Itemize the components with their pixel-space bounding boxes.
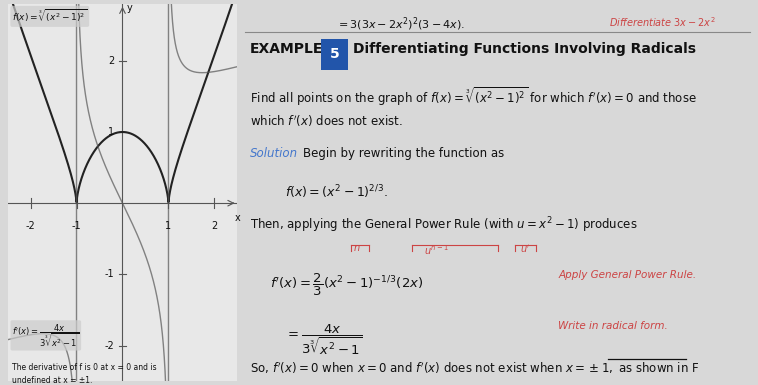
Text: -1: -1 [72, 221, 81, 231]
Text: which $f'(x)$ does not exist.: which $f'(x)$ does not exist. [250, 113, 402, 129]
Text: 2: 2 [108, 56, 114, 66]
Text: So, $f'(x) = 0$ when $x = 0$ and $f'(x)$ does not exist when $x = \pm1,$ as show: So, $f'(x) = 0$ when $x = 0$ and $f'(x)$… [250, 360, 699, 376]
Text: $f'(x)=\dfrac{4x}{3\sqrt[3]{x^2-1}}$: $f'(x)=\dfrac{4x}{3\sqrt[3]{x^2-1}}$ [12, 322, 80, 349]
Text: $f'(x) = \dfrac{2}{3}(x^2 - 1)^{-1/3}(2x)$: $f'(x) = \dfrac{2}{3}(x^2 - 1)^{-1/3}(2x… [270, 272, 424, 298]
Text: 5: 5 [330, 47, 339, 61]
Text: -2: -2 [105, 341, 114, 351]
Text: Begin by rewriting the function as: Begin by rewriting the function as [303, 147, 504, 160]
Text: $n$: $n$ [353, 243, 361, 253]
Text: EXAMPLE: EXAMPLE [250, 42, 323, 55]
Text: $= 3(3x - 2x^2)^2(3 - 4x).$: $= 3(3x - 2x^2)^2(3 - 4x).$ [336, 15, 465, 33]
Text: $f(x)=\sqrt[3]{(x^2-1)^2}$: $f(x)=\sqrt[3]{(x^2-1)^2}$ [12, 8, 87, 25]
Text: Write in radical form.: Write in radical form. [559, 321, 668, 331]
Text: -1: -1 [105, 270, 114, 280]
Text: 2: 2 [211, 221, 218, 231]
Text: y: y [127, 3, 133, 13]
Text: $= \dfrac{4x}{3\sqrt[3]{x^2 - 1}}$: $= \dfrac{4x}{3\sqrt[3]{x^2 - 1}}$ [285, 323, 363, 357]
Text: -2: -2 [26, 221, 36, 231]
Text: undefined at x = ±1.: undefined at x = ±1. [12, 376, 92, 385]
Text: Find all points on the graph of $f(x) = \sqrt[3]{(x^2 - 1)^2}$ for which $f'(x) : Find all points on the graph of $f(x) = … [250, 85, 697, 108]
Text: $u^{n-1}$: $u^{n-1}$ [424, 243, 449, 257]
Text: Differentiating Functions Involving Radicals: Differentiating Functions Involving Radi… [353, 42, 697, 55]
Text: The derivative of f is 0 at x = 0 and is: The derivative of f is 0 at x = 0 and is [12, 363, 157, 372]
Text: 1: 1 [108, 127, 114, 137]
Text: $u'$: $u'$ [520, 243, 531, 255]
FancyBboxPatch shape [321, 39, 349, 70]
Text: Then, applying the General Power Rule (with $u = x^2 - 1$) produces: Then, applying the General Power Rule (w… [250, 215, 637, 235]
Text: Differentiate $3x - 2x^2$: Differentiate $3x - 2x^2$ [609, 15, 716, 29]
Text: Apply General Power Rule.: Apply General Power Rule. [559, 270, 697, 280]
Text: 1: 1 [165, 221, 171, 231]
Text: Solution: Solution [250, 147, 298, 160]
Text: x: x [235, 213, 241, 223]
Text: $f(x) = (x^2 - 1)^{2/3}.$: $f(x) = (x^2 - 1)^{2/3}.$ [285, 183, 388, 201]
